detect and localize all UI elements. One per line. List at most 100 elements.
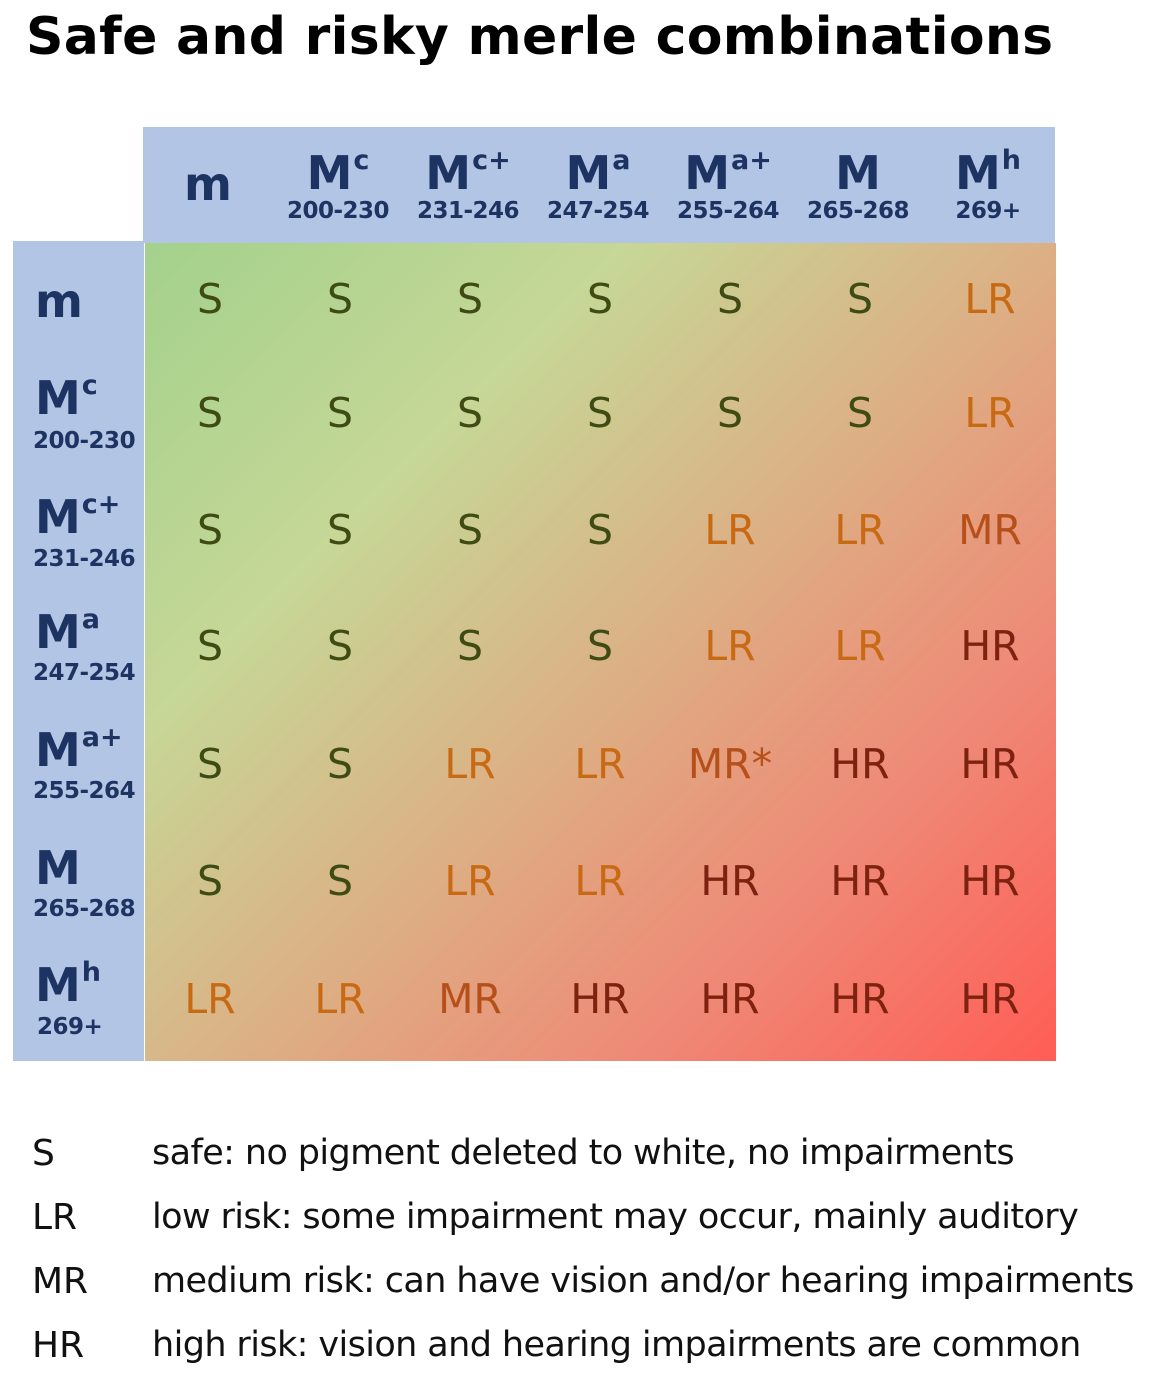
column-header-range: 269+ — [955, 198, 1021, 224]
grid-cell: MR — [958, 506, 1022, 554]
combination-grid — [145, 243, 1056, 1061]
grid-cell: HR — [960, 740, 1020, 788]
column-header-superscript: h — [1001, 145, 1021, 176]
grid-cell: S — [326, 389, 354, 437]
grid-cell: MR — [438, 975, 502, 1023]
column-header-label: m — [143, 159, 273, 209]
grid-cell: S — [196, 857, 224, 905]
row-header-label: Mc+ — [35, 489, 121, 550]
row-header-superscript: a+ — [81, 722, 123, 753]
grid-cell: HR — [830, 857, 890, 905]
row-header-range: 231-246 — [33, 546, 136, 572]
grid-cell: S — [586, 506, 614, 554]
grid-cell: HR — [960, 622, 1020, 670]
grid-cell: S — [456, 506, 484, 554]
grid-cell: S — [456, 389, 484, 437]
grid-cell: S — [196, 275, 224, 323]
column-header-band — [143, 127, 1055, 243]
column-header-range: 231-246 — [416, 198, 520, 224]
column-header-symbol: m — [184, 157, 232, 211]
grid-cell: LR — [704, 622, 756, 670]
grid-cell: S — [326, 740, 354, 788]
row-header-label: Mh — [35, 957, 102, 1018]
grid-cell: S — [326, 275, 354, 323]
grid-cell: S — [456, 275, 484, 323]
column-header-range: 200-230 — [286, 198, 390, 224]
row-header-label: Ma+ — [35, 722, 123, 783]
column-header-symbol: M — [306, 146, 353, 200]
legend-code: HR — [32, 1325, 85, 1366]
grid-cell: S — [716, 275, 744, 323]
row-header-superscript: c+ — [81, 489, 121, 520]
legend-code: S — [32, 1133, 55, 1174]
grid-cell: HR — [830, 740, 890, 788]
row-header-label: m — [35, 276, 83, 326]
column-header: m — [143, 127, 273, 243]
grid-cell: S — [326, 506, 354, 554]
grid-cell: S — [456, 622, 484, 670]
row-header-range: 265-268 — [33, 896, 136, 922]
column-header: Ma 247-254 — [533, 127, 663, 243]
legend-description: safe: no pigment deleted to white, no im… — [152, 1133, 1015, 1173]
row-header-label: Ma — [35, 604, 100, 665]
grid-cell: HR — [700, 975, 760, 1023]
column-header-label: Ma+ — [663, 145, 793, 206]
column-header-label: Mc+ — [403, 145, 533, 206]
row-header-range: 200-230 — [33, 428, 136, 454]
row-header-superscript: c — [81, 370, 98, 401]
column-header-symbol: M — [835, 146, 881, 200]
row-header-range: 255-264 — [33, 778, 136, 804]
row-header-symbol: M — [35, 605, 81, 659]
grid-cell: LR — [574, 857, 626, 905]
grid-cell: HR — [960, 975, 1020, 1023]
row-header-band — [13, 241, 144, 1061]
column-header-label: Mh — [923, 145, 1053, 206]
row-header-label: Mc — [35, 370, 98, 431]
column-header-symbol: M — [954, 146, 1001, 200]
column-header: Ma+ 255-264 — [663, 127, 793, 243]
grid-cell: LR — [444, 740, 496, 788]
grid-cell: S — [846, 275, 874, 323]
legend-description: high risk: vision and hearing impairment… — [152, 1325, 1081, 1365]
column-header-label: M — [793, 148, 923, 198]
grid-cell: HR — [570, 975, 630, 1023]
row-header-superscript: h — [81, 957, 102, 988]
legend-description: low risk: some impairment may occur, mai… — [152, 1197, 1079, 1237]
grid-cell: LR — [834, 506, 886, 554]
grid-cell: HR — [960, 857, 1020, 905]
grid-cell: LR — [444, 857, 496, 905]
column-header-symbol: M — [684, 146, 730, 200]
column-header: Mc 200-230 — [273, 127, 403, 243]
grid-cell: S — [196, 506, 224, 554]
grid-cell: LR — [964, 275, 1016, 323]
row-header-label: M — [35, 843, 81, 893]
grid-cell: S — [196, 389, 224, 437]
row-header-range: 247-254 — [33, 660, 136, 686]
column-header: Mc+ 231-246 — [403, 127, 533, 243]
grid-cell: LR — [704, 506, 756, 554]
column-header-label: Mc — [273, 145, 403, 206]
column-header: Mh 269+ — [923, 127, 1053, 243]
grid-cell: S — [326, 622, 354, 670]
page-title: Safe and risky merle combinations — [26, 7, 1054, 67]
grid-cell: LR — [834, 622, 886, 670]
legend-code: LR — [32, 1197, 78, 1238]
grid-cell: S — [326, 857, 354, 905]
grid-cell: LR — [184, 975, 236, 1023]
column-header-superscript: a+ — [730, 145, 772, 176]
row-header-symbol: M — [35, 958, 81, 1012]
row-header-symbol: m — [35, 274, 83, 328]
grid-cell: S — [846, 389, 874, 437]
row-header-symbol: M — [35, 723, 81, 777]
column-header-symbol: M — [565, 146, 612, 200]
grid-cell: LR — [314, 975, 366, 1023]
column-header-range: 255-264 — [676, 198, 780, 224]
grid-cell: S — [196, 622, 224, 670]
column-header-superscript: c — [353, 145, 370, 176]
grid-cell: HR — [700, 857, 760, 905]
grid-cell: S — [196, 740, 224, 788]
grid-cell: S — [586, 622, 614, 670]
grid-cell: HR — [830, 975, 890, 1023]
column-header-label: Ma — [533, 145, 663, 206]
grid-cell: LR — [964, 389, 1016, 437]
